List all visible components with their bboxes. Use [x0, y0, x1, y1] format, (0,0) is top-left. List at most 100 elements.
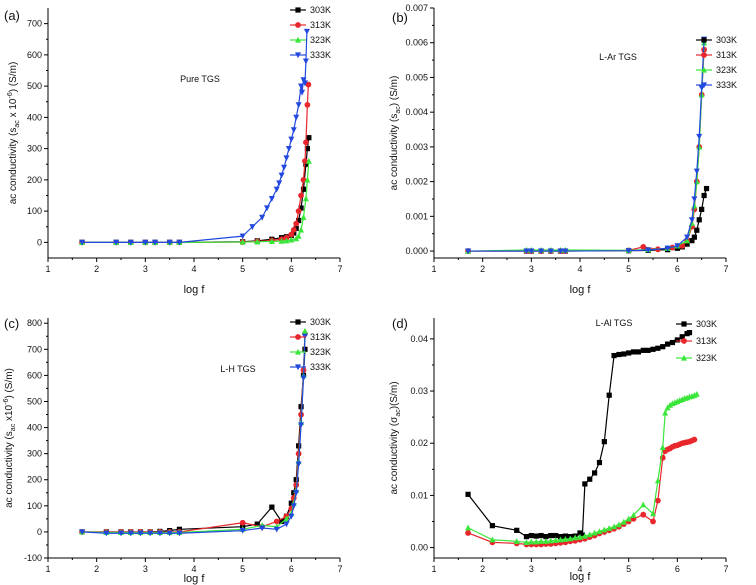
- y-tick-label: 0.004: [405, 107, 428, 117]
- legend-label: 323K: [716, 65, 737, 75]
- data-point: [147, 530, 154, 537]
- data-point: [465, 530, 471, 536]
- y-axis-label-post: ) (S/m): [4, 368, 15, 399]
- legend-item: 303K: [290, 5, 331, 15]
- y-axis-label-sup: -6: [3, 399, 10, 405]
- data-point: [288, 513, 295, 520]
- data-point: [283, 155, 290, 162]
- data-point: [302, 195, 309, 202]
- data-point: [295, 102, 302, 109]
- data-point: [582, 481, 588, 487]
- y-axis-label-pre: ac conductivity (s: [8, 128, 19, 205]
- data-point: [176, 530, 183, 537]
- data-point: [528, 532, 534, 539]
- data-point: [547, 248, 554, 255]
- data-point: [630, 512, 637, 518]
- panel-label: (c): [4, 316, 19, 331]
- data-point: [691, 196, 698, 203]
- data-point: [303, 161, 309, 167]
- data-point: [626, 350, 632, 356]
- data-point: [295, 232, 302, 239]
- data-point: [596, 459, 603, 466]
- panel-label: (a): [4, 8, 20, 23]
- panel-title: Pure TGS: [180, 74, 220, 84]
- data-point: [606, 525, 613, 531]
- data-point: [596, 528, 603, 534]
- y-tick-label: 0.005: [405, 72, 428, 82]
- x-tick-label: 1: [431, 264, 436, 274]
- legend-item: 333K: [290, 362, 331, 372]
- series-line: [82, 31, 308, 243]
- legend-label: 313K: [310, 332, 331, 342]
- x-tick-label: 1: [431, 564, 436, 574]
- data-point: [305, 157, 312, 164]
- data-point: [562, 536, 569, 542]
- data-point: [621, 351, 627, 357]
- y-tick-label: -100: [24, 553, 42, 563]
- y-axis-label-post: ) (S/m): [8, 62, 19, 93]
- panel-title: L-Al TGS: [596, 318, 633, 328]
- legend-marker: [295, 364, 301, 371]
- y-tick-label: 0: [37, 527, 42, 537]
- data-point: [465, 491, 471, 497]
- x-tick-label: 6: [289, 564, 294, 574]
- legend-label: 333K: [716, 80, 737, 90]
- series-333K: [79, 28, 310, 246]
- panel-label: (b): [392, 10, 408, 25]
- y-tick-label: 0.003: [405, 142, 428, 152]
- x-tick-label: 6: [675, 264, 680, 274]
- series-line: [82, 137, 310, 243]
- series-line: [467, 439, 695, 546]
- data-point: [620, 518, 627, 525]
- data-point: [701, 192, 707, 199]
- data-point: [523, 248, 530, 255]
- x-tick-label: 4: [191, 564, 196, 574]
- legend-label: 303K: [310, 317, 331, 327]
- x-tick-label: 6: [289, 264, 294, 274]
- x-tick-label: 4: [577, 264, 582, 274]
- data-point: [664, 245, 671, 252]
- data-point: [304, 176, 311, 183]
- x-tick-label: 4: [577, 564, 582, 574]
- data-point: [543, 534, 549, 540]
- data-point: [674, 337, 680, 343]
- y-axis-label-pre: ac conductivity (s: [389, 114, 400, 191]
- legend-label: 303K: [696, 319, 717, 329]
- x-tick-label: 5: [626, 264, 631, 274]
- data-point: [296, 217, 302, 224]
- x-tick-label: 3: [143, 564, 148, 574]
- data-point: [562, 248, 569, 255]
- data-point: [640, 511, 647, 518]
- data-point: [291, 490, 297, 496]
- data-point: [304, 101, 311, 108]
- data-point: [290, 503, 297, 510]
- y-axis-label-sub1: ac: [395, 106, 402, 114]
- y-tick-label: 800: [27, 318, 42, 328]
- data-point: [300, 186, 307, 192]
- y-tick-label: 0.002: [405, 177, 428, 187]
- series-313K: [79, 330, 308, 535]
- series-313K: [79, 81, 312, 246]
- x-tick-label: 3: [529, 564, 534, 574]
- chart-panel-a: 1 2 3 4 5 6 7 0 100 200 300 400 500 600 700 (a) Pure TGS…: [4, 5, 343, 296]
- y-tick-label: 0.01: [410, 490, 428, 500]
- y-tick-label: 700: [27, 19, 42, 29]
- legend-marker: [681, 338, 687, 344]
- data-point: [650, 510, 656, 517]
- series-line: [82, 161, 310, 243]
- data-point: [306, 135, 312, 141]
- legend-marker: [295, 36, 301, 43]
- y-axis-label: ac conductivity (sac x10-6) (S/m): [3, 368, 17, 508]
- data-point: [290, 226, 297, 233]
- legend-label: 313K: [716, 50, 737, 60]
- data-point: [669, 339, 676, 346]
- y-tick-label: 0.000: [405, 246, 428, 256]
- data-point: [655, 345, 661, 351]
- series-313K: [465, 46, 707, 254]
- series-line: [467, 393, 698, 543]
- data-point: [645, 347, 651, 353]
- y-axis-label: ac conductivity (σac)(S/m): [389, 381, 402, 494]
- data-point: [533, 538, 540, 545]
- data-point: [696, 133, 703, 140]
- data-point: [113, 239, 120, 246]
